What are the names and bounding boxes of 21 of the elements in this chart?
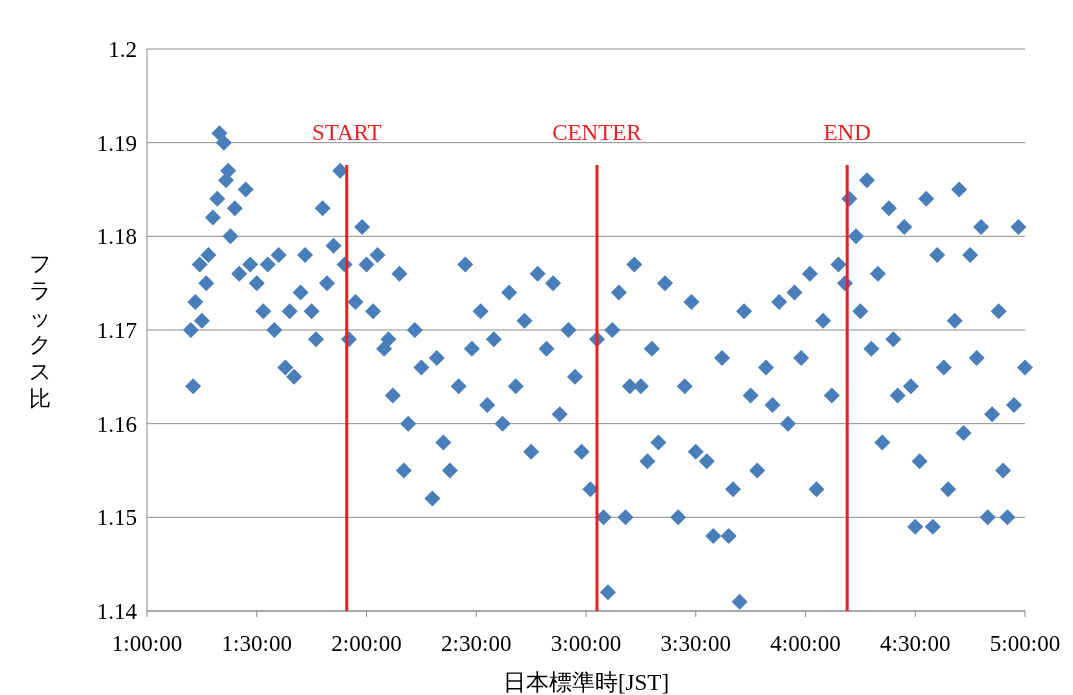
x-tick-label: 1:00:00 xyxy=(111,631,183,656)
x-axis-title: 日本標準時[JST] xyxy=(502,670,670,695)
x-tick-label: 4:30:00 xyxy=(880,631,951,656)
x-tick-label: 3:00:00 xyxy=(550,631,622,656)
y-tick-label: 1.17 xyxy=(96,318,137,343)
y-tick-label: 1.16 xyxy=(96,411,137,437)
ref-line-label: START xyxy=(311,120,382,145)
x-tick-label: 2:30:00 xyxy=(441,631,512,656)
y-tick-label: 1.2 xyxy=(108,37,137,62)
y-tick-label: 1.15 xyxy=(96,505,137,531)
ref-line-label: CENTER xyxy=(552,120,643,145)
y-tick-label: 1.14 xyxy=(96,599,138,624)
x-tick-label: 4:00:00 xyxy=(770,631,841,656)
x-tick-label: 1:30:00 xyxy=(221,631,292,656)
x-tick-label: 5:00:00 xyxy=(989,631,1061,656)
y-axis-title: フラックス比 xyxy=(28,250,52,411)
ref-line-label: END xyxy=(823,120,871,145)
x-tick-label: 2:00:00 xyxy=(331,631,402,656)
y-tick-label: 1.19 xyxy=(96,130,137,156)
x-tick-label: 3:30:00 xyxy=(660,631,731,656)
y-tick-label: 1.18 xyxy=(96,224,137,250)
